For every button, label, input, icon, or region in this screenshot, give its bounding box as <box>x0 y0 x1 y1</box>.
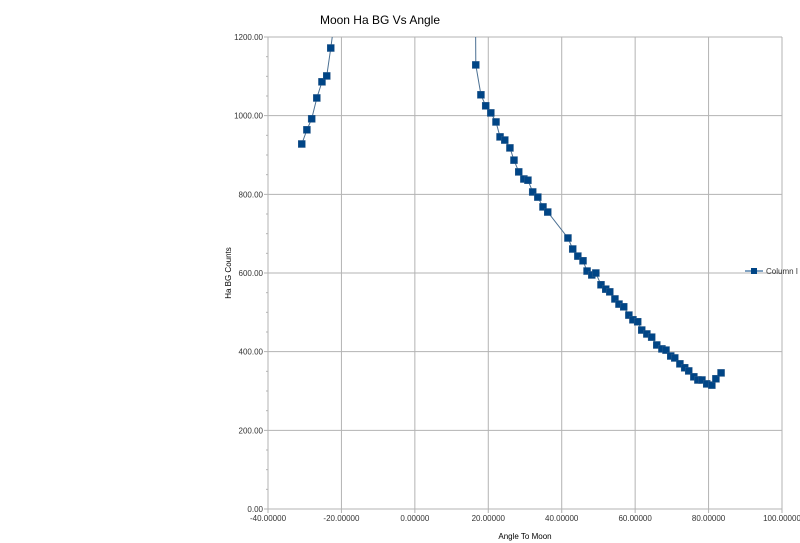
x-axis: -40.00000 -20.00000 0.00000 20.00000 40.0000… <box>250 514 800 523</box>
data-point <box>662 346 670 354</box>
data-point <box>633 318 642 326</box>
series-column-i <box>298 37 725 389</box>
grid <box>264 36 783 513</box>
x-tick-label: 0.00000 <box>400 514 429 523</box>
legend: Column I <box>745 267 798 276</box>
data-point <box>671 354 679 362</box>
data-point <box>298 140 306 148</box>
data-point <box>579 257 587 265</box>
data-point <box>524 176 532 184</box>
data-point <box>708 381 716 389</box>
data-point <box>653 341 661 349</box>
data-point <box>539 203 547 211</box>
data-point <box>534 193 542 201</box>
x-axis-title: Angle To Moon <box>498 532 551 541</box>
data-point <box>606 288 614 296</box>
data-point <box>544 208 552 216</box>
y-tick-label: 1200.00 <box>234 33 263 42</box>
x-tick-label: 40.00000 <box>545 514 579 523</box>
data-point <box>583 267 591 275</box>
data-point <box>322 72 331 80</box>
data-point <box>510 156 518 164</box>
data-point <box>638 326 646 334</box>
y-tick-label: 400.00 <box>239 348 264 357</box>
data-point <box>481 102 490 110</box>
data-point <box>327 44 335 52</box>
data-point <box>477 91 485 99</box>
data-point <box>318 78 326 86</box>
data-point <box>611 295 619 303</box>
data-point <box>492 118 500 126</box>
y-axis: 0.00 200.00 400.00 600.00 800.00 1000.00 1200.… <box>234 33 268 514</box>
data-point <box>684 367 693 375</box>
data-point <box>676 360 684 368</box>
data-point <box>515 168 523 176</box>
series-line <box>475 37 722 386</box>
x-tick-label: 100.00000 <box>763 514 800 523</box>
data-point <box>472 61 480 69</box>
x-tick-label: 60.00000 <box>618 514 652 523</box>
data-point <box>625 311 633 319</box>
x-tick-label: -40.00000 <box>250 514 287 523</box>
data-point <box>487 109 495 117</box>
data-point <box>698 376 706 384</box>
data-point <box>597 281 605 289</box>
x-tick-label: -20.00000 <box>323 514 360 523</box>
data-point <box>501 136 509 144</box>
data-point <box>303 126 311 134</box>
y-tick-label: 600.00 <box>239 269 264 278</box>
chart-title: Moon Ha BG Vs Angle <box>320 13 440 27</box>
y-tick-label: 1000.00 <box>234 112 263 121</box>
data-point <box>712 375 720 383</box>
y-tick-label: 800.00 <box>239 190 264 199</box>
data-point <box>564 234 572 242</box>
data-point <box>717 369 725 377</box>
data-point <box>307 115 316 123</box>
data-point <box>506 144 514 152</box>
data-point <box>568 245 577 253</box>
data-point <box>528 188 537 196</box>
x-tick-label: 20.00000 <box>472 514 506 523</box>
data-point <box>592 269 600 277</box>
data-point <box>313 94 321 102</box>
y-axis-title: Ha BG Counts <box>224 247 233 299</box>
y-tick-label: 0.00 <box>247 505 263 514</box>
legend-marker <box>751 268 757 274</box>
legend-label: Column I <box>766 267 798 276</box>
data-point <box>647 333 656 341</box>
y-tick-label: 200.00 <box>239 426 264 435</box>
x-tick-label: 80.00000 <box>692 514 726 523</box>
data-point <box>620 303 628 311</box>
data-point <box>574 252 582 260</box>
